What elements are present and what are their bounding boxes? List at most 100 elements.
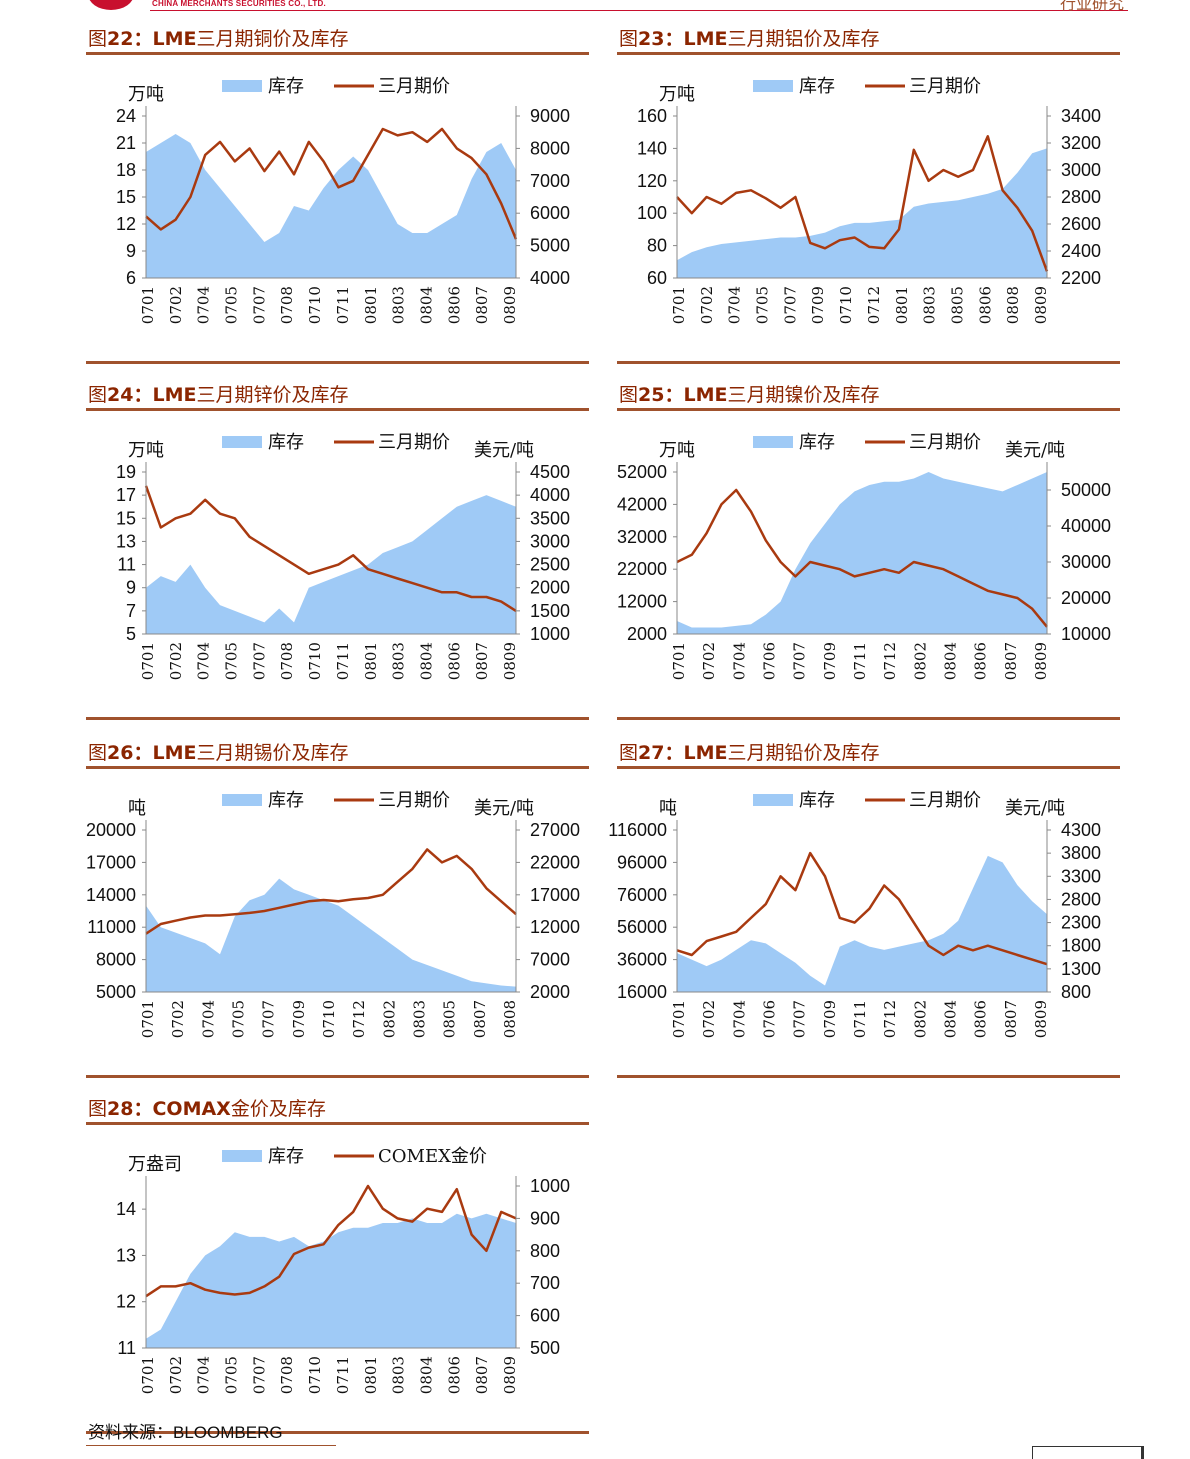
figure-22-panel: 图22：LME三月期铜价及库存 6 9 12 15 18 21 24 4000 5000 6000 7… [86, 24, 590, 364]
right-tick-label: 5000 [530, 236, 570, 256]
legend-area-label: 库存 [268, 432, 304, 453]
x-tick-label: 0805 [948, 286, 966, 324]
legend-line-label: 三月期价 [909, 790, 981, 811]
chart-svg: 5 7 9 11 13 15 17 19 1000 1500 2000 2500 3000 3500 400… [116, 432, 570, 680]
x-tick-label: 0709 [290, 1000, 308, 1038]
x-tick-label: 0709 [821, 1000, 839, 1038]
right-tick-label: 500 [530, 1338, 560, 1358]
footer-rule [86, 1445, 336, 1446]
figure-label: 图 [88, 28, 108, 50]
left-tick-label: 80 [647, 236, 667, 256]
left-tick-label: 11 [117, 555, 136, 575]
right-tick-label: 3300 [1061, 866, 1101, 886]
figure-label: 图 [619, 742, 639, 764]
right-tick-label: 700 [530, 1273, 560, 1293]
right-tick-label: 4500 [530, 462, 570, 482]
x-tick-label: 0712 [350, 1000, 368, 1038]
legend-line-label: 三月期价 [909, 432, 981, 453]
figure-title-en: LME [152, 742, 197, 764]
x-tick-label: 0704 [726, 286, 744, 324]
x-tick-label: 0809 [1032, 1000, 1050, 1038]
source-note: 资料来源：BLOOMBERG [88, 1418, 283, 1443]
title-rule [86, 1122, 589, 1125]
x-tick-label: 0701 [670, 1000, 688, 1038]
left-tick-label: 6 [126, 268, 136, 288]
x-tick-label: 0710 [306, 642, 324, 680]
x-tick-label: 0803 [411, 1000, 429, 1038]
right-tick-label: 900 [530, 1208, 560, 1228]
x-tick-label: 0704 [195, 1356, 213, 1394]
right-tick-label: 1800 [1061, 936, 1101, 956]
x-tick-label: 0704 [730, 1000, 748, 1038]
chart-svg: 16000 36000 56000 76000 96000 116000 800 1300 18… [608, 790, 1101, 1038]
right-tick-label: 800 [530, 1241, 560, 1261]
left-tick-label: 15 [116, 508, 136, 528]
header-section: 行业研究 [1059, 0, 1124, 13]
left-unit-label: 万吨 [128, 84, 164, 105]
figure-28-panel: 图28：COMAX金价及库存 11 12 13 14 500 600 700 800 900 100… [86, 1094, 590, 1434]
x-tick-label: 0801 [362, 286, 380, 324]
x-tick-label: 0809 [1032, 286, 1050, 324]
x-tick-label: 0704 [195, 642, 213, 680]
left-tick-label: 120 [637, 171, 667, 191]
x-tick-label: 0712 [881, 642, 899, 680]
left-tick-label: 2000 [627, 624, 667, 644]
x-tick-label: 0804 [417, 1356, 435, 1394]
x-tick-label: 0706 [761, 1000, 779, 1038]
right-tick-label: 9000 [530, 106, 570, 126]
figure-26-panel: 图26：LME三月期锡价及库存 5000 8000 11000 14000 17000 20… [86, 738, 590, 1078]
right-unit-label: 美元/吨 [1005, 440, 1065, 461]
x-tick-label: 0808 [501, 1000, 519, 1038]
x-tick-label: 0701 [670, 286, 688, 324]
page-header: CHINA MERCHANTS SECURITIES CO., LTD. 行业研… [0, 0, 1190, 14]
left-tick-label: 100 [637, 203, 667, 223]
left-unit-label: 万吨 [659, 440, 695, 461]
right-tick-label: 7000 [530, 950, 570, 970]
legend-area-swatch [753, 794, 793, 806]
left-tick-label: 52000 [617, 462, 667, 482]
figure-number: 25： [638, 384, 684, 406]
x-tick-label: 0806 [445, 1356, 463, 1394]
legend-area-swatch [222, 794, 262, 806]
figure-number: 22： [107, 28, 153, 50]
legend-area-swatch [753, 436, 793, 448]
x-tick-label: 0807 [473, 286, 491, 324]
right-tick-label: 1300 [1061, 959, 1101, 979]
x-tick-label: 0710 [306, 286, 324, 324]
panel-bottom-rule [86, 361, 589, 364]
left-tick-label: 17 [116, 485, 136, 505]
left-tick-label: 22000 [617, 559, 667, 579]
left-tick-label: 5 [126, 624, 136, 644]
x-tick-label: 0806 [972, 642, 990, 680]
left-tick-label: 5000 [96, 982, 136, 1002]
x-tick-label: 0701 [139, 1356, 157, 1394]
right-tick-label: 8000 [530, 138, 570, 158]
price-line [676, 488, 1048, 628]
left-tick-label: 140 [637, 138, 667, 158]
x-tick-label: 0803 [921, 286, 939, 324]
legend-area-label: 库存 [799, 76, 835, 97]
price-line [145, 1184, 517, 1298]
x-tick-label: 0704 [730, 642, 748, 680]
left-tick-label: 11000 [87, 917, 136, 937]
x-tick-label: 0707 [781, 286, 799, 324]
x-tick-label: 0801 [362, 1356, 380, 1394]
figure-title-cn: 三月期铝价及库存 [727, 28, 880, 50]
x-tick-label: 0702 [698, 286, 716, 324]
x-tick-label: 0804 [417, 642, 435, 680]
right-tick-label: 7000 [530, 171, 570, 191]
figure-title-cn: 三月期镍价及库存 [727, 384, 880, 406]
x-tick-label: 0705 [230, 1000, 248, 1038]
x-tick-label: 0804 [942, 642, 960, 680]
right-tick-label: 4300 [1061, 820, 1101, 840]
x-tick-label: 0707 [250, 642, 268, 680]
panel-bottom-rule [86, 1431, 589, 1434]
x-tick-label: 0708 [278, 286, 296, 324]
x-tick-label: 0711 [334, 1356, 352, 1394]
legend-area-label: 库存 [799, 432, 835, 453]
x-tick-label: 0801 [893, 286, 911, 324]
company-name: CHINA MERCHANTS SECURITIES CO., LTD. [152, 0, 326, 8]
x-tick-label: 0710 [837, 286, 855, 324]
inventory-area [146, 495, 516, 634]
figure-title-cn: 三月期铜价及库存 [196, 28, 349, 50]
